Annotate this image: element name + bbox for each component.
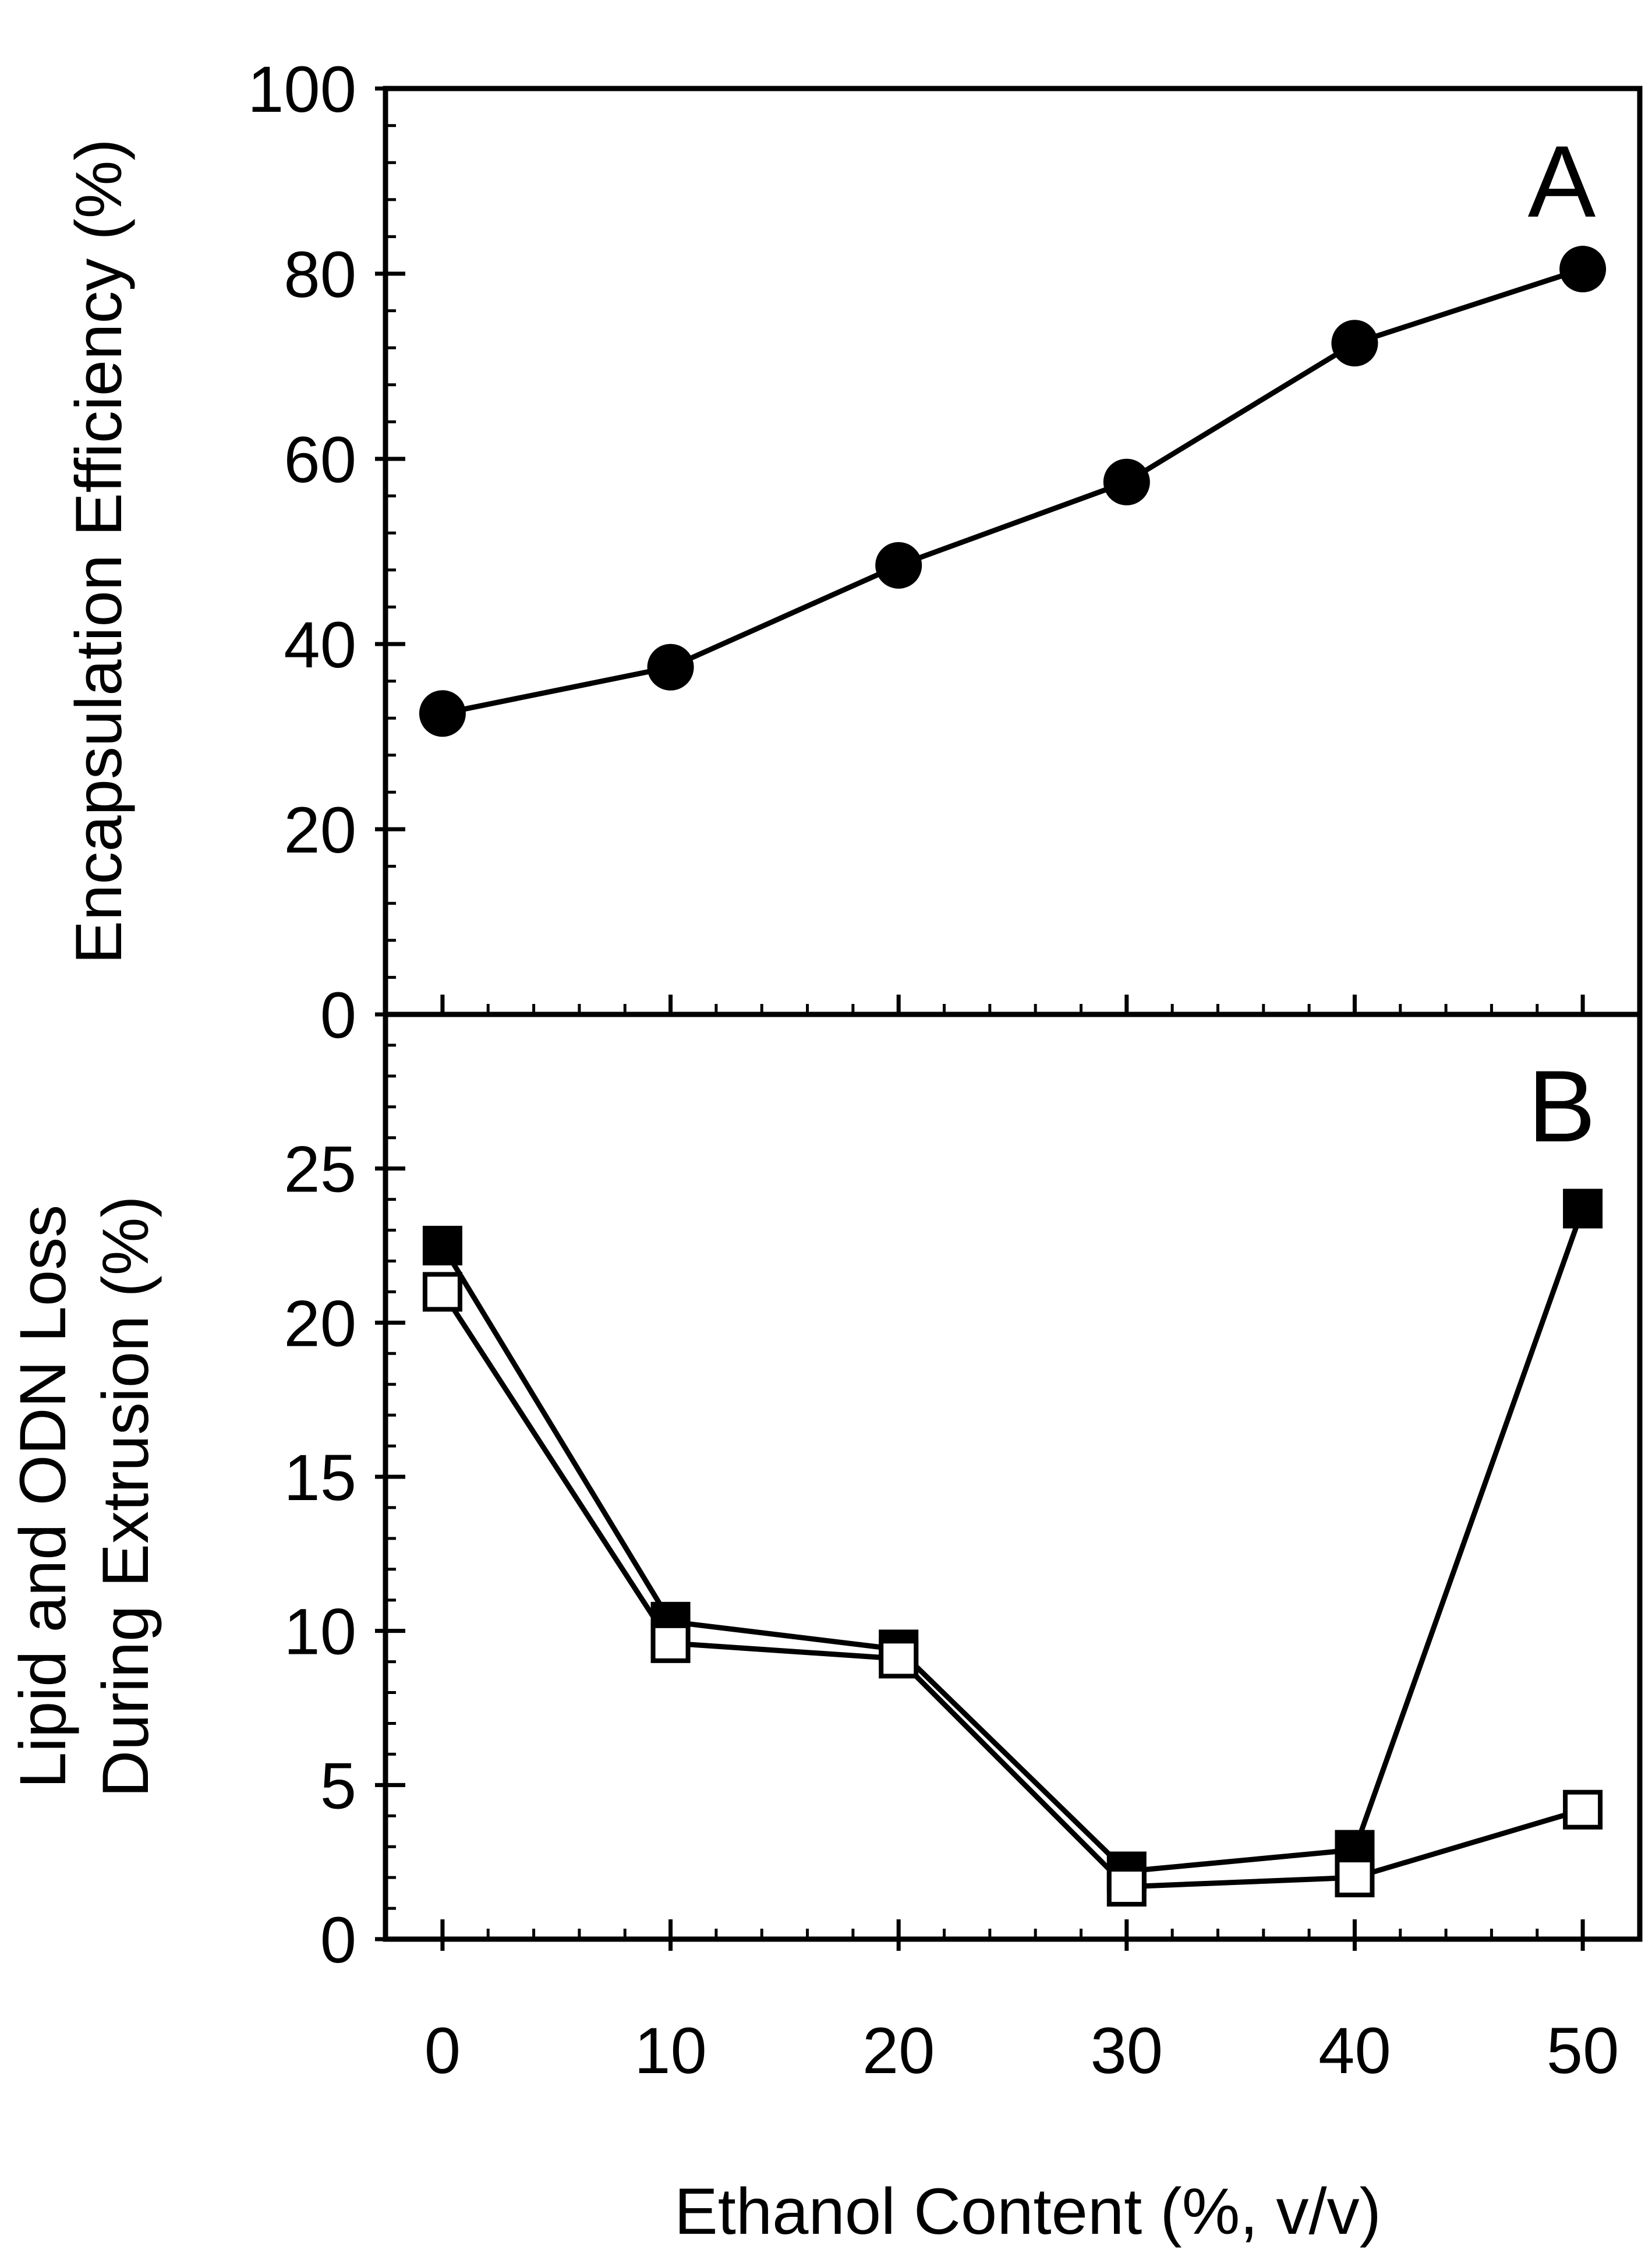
- series-line-1: [440, 1207, 1586, 1874]
- panel-b: 0 5 10 15 20 25 0 10 20 30 40 50 B Lipid and ODN L…: [6, 1012, 1643, 2087]
- series-line-2: [440, 1290, 1584, 1890]
- x-tick-label: 10: [634, 2014, 707, 2087]
- data-point-open-square: [1335, 1858, 1375, 1898]
- data-point-open-square: [422, 1272, 462, 1312]
- panel-b-y-axis-title-line-2: During Extrusion (%): [89, 1196, 162, 1797]
- data-point-filled-square: [422, 1226, 462, 1265]
- panel-a-y-axis-title: Encapsulation Efficiency (%): [62, 139, 135, 964]
- y-tick-label: 0: [320, 1904, 356, 1976]
- x-tick-label: 50: [1547, 2014, 1619, 2087]
- y-tick-label: 20: [284, 794, 356, 867]
- panel-a-series: [419, 246, 1607, 737]
- panel-b-y-tick-labels: 0 5 10 15 20 25: [284, 1133, 356, 1976]
- panel-a: 0 20 40 60 80 100 A Encapsulation Efficiency …: [62, 53, 1643, 1052]
- y-tick-label: 25: [284, 1133, 356, 1206]
- series-line-1: [442, 266, 1584, 716]
- data-point: [1103, 458, 1150, 505]
- data-point: [1331, 320, 1378, 367]
- panel-a-major-ticks: [375, 86, 1585, 1017]
- panel-b-major-ticks: [375, 1166, 1585, 1951]
- data-point: [875, 542, 922, 589]
- data-point-open-square: [1563, 1789, 1603, 1830]
- panel-a-letter: A: [1528, 125, 1596, 239]
- y-tick-label: 40: [284, 609, 356, 681]
- panel-b-y-axis-title-line-1: Lipid and ODN Loss: [6, 1205, 79, 1788]
- y-tick-label: 60: [284, 423, 356, 496]
- x-tick-label: 30: [1091, 2014, 1163, 2087]
- panel-b-frame: [383, 1012, 1643, 1942]
- y-tick-label: 0: [320, 979, 356, 1052]
- y-tick-label: 15: [284, 1441, 356, 1514]
- panel-b-series: [422, 1189, 1603, 1907]
- panel-a-frame: [383, 86, 1643, 1017]
- panel-b-letter: B: [1528, 1050, 1596, 1163]
- y-tick-label: 20: [284, 1287, 356, 1360]
- panel-a-minor-ticks: [385, 124, 1539, 1014]
- data-point: [419, 690, 466, 737]
- y-tick-label: 10: [284, 1596, 356, 1668]
- x-tick-label: 20: [862, 2014, 935, 2087]
- data-point-open-square: [879, 1639, 919, 1679]
- y-tick-label: 80: [284, 238, 356, 311]
- x-tick-label: 0: [425, 2014, 461, 2087]
- panel-a-y-tick-labels: 0 20 40 60 80 100: [247, 53, 356, 1052]
- data-point-filled-square: [1563, 1189, 1603, 1229]
- data-point: [647, 643, 694, 691]
- x-axis-title: Ethanol Content (%, v/v): [674, 2175, 1381, 2248]
- data-point-open-square: [650, 1623, 691, 1663]
- y-tick-label: 5: [320, 1749, 356, 1822]
- panel-b-x-tick-labels: 0 10 20 30 40 50: [425, 2014, 1619, 2087]
- x-tick-label: 40: [1318, 2014, 1391, 2087]
- data-point-open-square: [1106, 1867, 1147, 1907]
- panel-b-minor-ticks: [385, 1013, 1539, 1939]
- y-tick-label: 100: [247, 53, 356, 126]
- data-point: [1559, 246, 1607, 293]
